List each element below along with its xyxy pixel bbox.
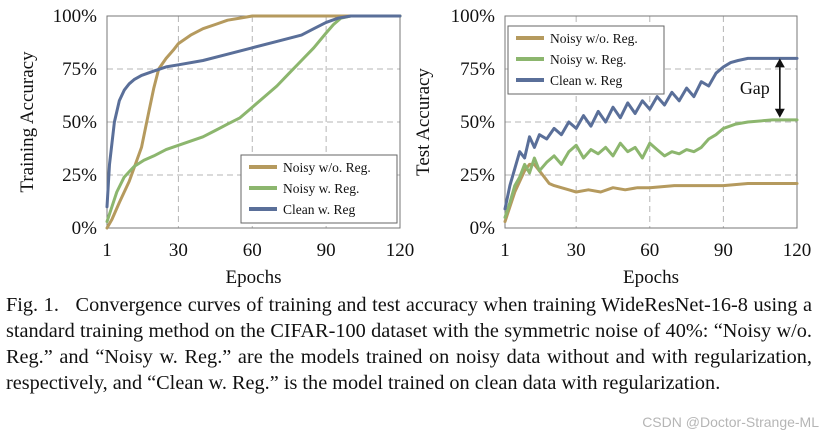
gap-arrow-head-bottom xyxy=(774,108,785,118)
x-tick-label: 1 xyxy=(102,240,112,261)
legend-label: Noisy w. Reg. xyxy=(550,52,626,67)
figure-caption: Fig. 1. Convergence curves of training a… xyxy=(6,292,812,396)
y-tick-label: 50% xyxy=(62,112,97,133)
series-line-clean-w-reg xyxy=(503,56,799,211)
x-tick-label: 90 xyxy=(714,240,733,261)
legend-label: Clean w. Reg xyxy=(550,73,622,88)
x-tick-label: 120 xyxy=(386,240,415,261)
series-line-clean-w-reg xyxy=(105,14,402,209)
y-tick-label: 75% xyxy=(62,59,97,80)
x-tick-label: 30 xyxy=(169,240,188,261)
series-line-noisy-w-reg xyxy=(503,118,799,219)
legend-label: Noisy w/o. Reg. xyxy=(550,31,638,46)
caption-label: Fig. 1. xyxy=(6,294,59,316)
y-tick-label: 25% xyxy=(460,165,495,186)
x-tick-label: 1 xyxy=(500,240,510,261)
x-tick-label: 90 xyxy=(317,240,336,261)
y-tick-label: 75% xyxy=(460,59,495,80)
x-tick-label: 30 xyxy=(567,240,586,261)
y-tick-label: 25% xyxy=(62,165,97,186)
legend-label: Noisy w/o. Reg. xyxy=(283,160,371,175)
y-tick-label: 50% xyxy=(460,112,495,133)
gap-annotation-label: Gap xyxy=(740,78,770,98)
series-line-noisy-w-reg xyxy=(105,14,402,224)
y-axis-label: Test Accuracy xyxy=(413,68,434,176)
y-tick-label: 100% xyxy=(53,6,98,27)
x-axis-label: Epochs xyxy=(226,267,282,288)
series-line-noisy-w-o-reg xyxy=(105,14,402,230)
x-tick-label: 60 xyxy=(243,240,262,261)
y-axis-label: Training Accuracy xyxy=(17,51,38,193)
test-accuracy-chart: 0% 25% 50% 75% 100% 1 30 60 90 120 Epochs Test Accu… xyxy=(413,6,811,288)
plot-frame xyxy=(504,15,798,229)
caption-text: Convergence curves of training and test … xyxy=(6,294,812,394)
y-tick-label: 100% xyxy=(451,6,496,27)
x-tick-label: 120 xyxy=(783,240,812,261)
x-tick-label: 60 xyxy=(640,240,659,261)
gap-arrow-head-top xyxy=(774,58,785,68)
y-tick-label: 0% xyxy=(72,218,98,239)
legend-label: Noisy w. Reg. xyxy=(283,181,359,196)
x-axis-label: Epochs xyxy=(623,267,679,288)
training-accuracy-chart: 0% 25% 50% 75% 100% 1 30 60 90 120 Epochs Training … xyxy=(17,6,414,288)
series-line-noisy-w-o-reg xyxy=(503,162,799,224)
watermark: CSDN @Doctor-Strange-ML xyxy=(642,414,819,430)
figure: 0% 25% 50% 75% 100% 1 30 60 90 120 Epochs Training … xyxy=(17,6,811,288)
legend-label: Clean w. Reg xyxy=(283,202,355,217)
y-tick-label: 0% xyxy=(470,218,496,239)
